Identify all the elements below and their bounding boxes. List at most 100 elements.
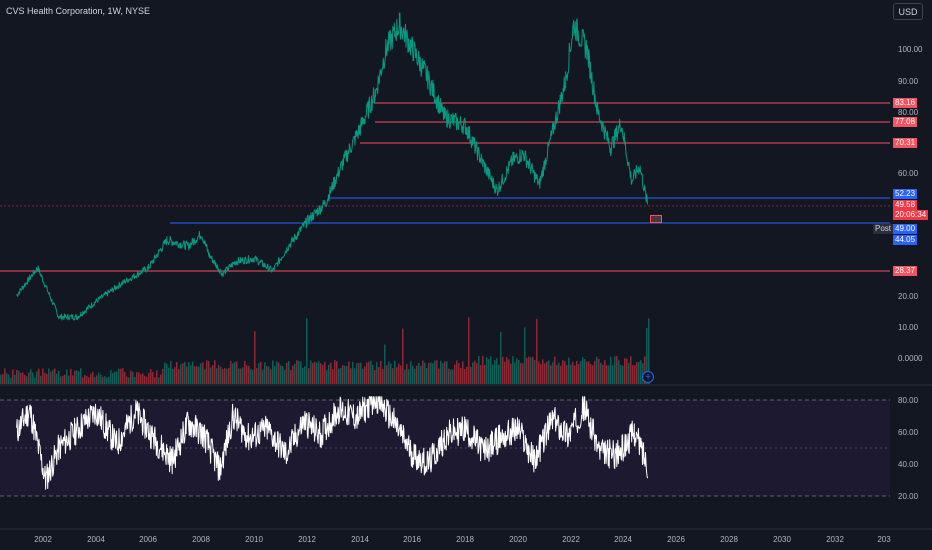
- volume-bar: [586, 361, 588, 384]
- volume-bar: [638, 361, 640, 384]
- volume-bar: [426, 368, 428, 384]
- volume-bar: [366, 362, 368, 384]
- volume-bar: [64, 374, 66, 384]
- time-tick: 2024: [614, 535, 632, 544]
- volume-bar: [368, 361, 370, 384]
- volume-bar: [4, 368, 6, 384]
- volume-bar: [40, 375, 42, 384]
- volume-bar: [30, 369, 32, 384]
- volume-bar: [14, 374, 16, 384]
- volume-bar: [644, 356, 646, 384]
- rsi-tick-20: 20.00: [898, 492, 919, 501]
- volume-bar: [514, 362, 516, 384]
- volume-bar: [618, 360, 620, 384]
- volume-bar: [326, 369, 328, 384]
- volume-bar: [434, 360, 436, 384]
- volume-bar: [560, 365, 562, 384]
- volume-bar: [70, 368, 72, 384]
- volume-bar: [622, 365, 624, 384]
- volume-bar: [466, 366, 468, 384]
- level-tag-70[interactable]: 70.31: [893, 138, 918, 148]
- volume-bar: [120, 368, 122, 384]
- volume-bar: [288, 361, 290, 384]
- volume-bar: [300, 361, 302, 384]
- volume-bar: [68, 375, 70, 384]
- rsi-series-line: [16, 396, 649, 490]
- volume-bar: [88, 377, 90, 384]
- time-tick: 2032: [826, 535, 844, 544]
- volume-bar: [264, 362, 266, 384]
- volume-bar: [372, 364, 374, 384]
- volume-bar: [24, 374, 26, 384]
- volume-bar: [648, 318, 650, 384]
- level-tag-83[interactable]: 83.16: [893, 98, 918, 108]
- volume-bar: [402, 328, 404, 384]
- level-tag-28[interactable]: 28.37: [893, 266, 918, 276]
- volume-bar: [48, 368, 50, 384]
- volume-bar: [562, 359, 564, 384]
- volume-bar: [576, 360, 578, 384]
- time-tick: 2002: [34, 535, 52, 544]
- volume-bar: [212, 365, 214, 384]
- volume-bar: [242, 367, 244, 384]
- level-tag-52[interactable]: 52.23: [893, 189, 918, 199]
- volume-bar: [172, 368, 174, 384]
- volume-bar: [232, 363, 234, 384]
- volume-bar: [150, 369, 152, 384]
- volume-bar: [582, 357, 584, 384]
- volume-bar: [362, 368, 364, 384]
- volume-bar: [408, 369, 410, 384]
- level-tag-44[interactable]: 44.05: [893, 235, 918, 245]
- volume-bar: [482, 356, 484, 384]
- volume-bar: [472, 362, 474, 384]
- volume-bar: [490, 356, 492, 384]
- volume-bar: [600, 362, 602, 384]
- volume-bar: [348, 361, 350, 384]
- volume-bar: [506, 357, 508, 384]
- volume-bar: [360, 362, 362, 384]
- volume-bar: [558, 362, 560, 384]
- volume-bar: [418, 362, 420, 384]
- volume-bar: [52, 369, 54, 384]
- volume-bar: [276, 361, 278, 384]
- volume-bar: [286, 362, 288, 384]
- volume-bar: [450, 369, 452, 384]
- volume-bar: [602, 364, 604, 384]
- volume-bar: [174, 367, 176, 384]
- volume-bar: [504, 361, 506, 384]
- volume-bar: [352, 361, 354, 384]
- volume-bar: [390, 363, 392, 384]
- volume-bar: [646, 327, 648, 384]
- volume-bar: [330, 362, 332, 384]
- volume-bar: [492, 364, 494, 384]
- volume-bar: [400, 365, 402, 384]
- volume-bar: [86, 376, 88, 384]
- add-indicator-plus-icon[interactable]: +: [642, 371, 654, 383]
- volume-bar: [578, 364, 580, 384]
- volume-bar: [92, 371, 94, 384]
- volume-bar: [138, 372, 140, 384]
- volume-bar: [60, 376, 62, 384]
- level-tag-77[interactable]: 77.08: [893, 117, 918, 127]
- price-marker-box[interactable]: [650, 215, 662, 223]
- volume-bar: [546, 361, 548, 384]
- volume-bar: [304, 366, 306, 384]
- volume-bar: [222, 369, 224, 384]
- volume-bar: [522, 363, 524, 384]
- volume-bar: [350, 368, 352, 384]
- currency-selector[interactable]: USD: [893, 3, 923, 20]
- volume-bar: [364, 366, 366, 384]
- volume-bar: [484, 364, 486, 384]
- time-tick: 2028: [720, 535, 738, 544]
- volume-bar: [488, 359, 490, 384]
- volume-bar: [628, 362, 630, 384]
- volume-bar: [198, 366, 200, 384]
- volume-bar: [28, 372, 30, 384]
- volume-bar: [230, 360, 232, 384]
- volume-bar: [12, 369, 14, 384]
- time-tick: 2010: [245, 535, 263, 544]
- volume-bar: [306, 318, 308, 384]
- volume-bar: [384, 344, 386, 384]
- volume-bar: [50, 371, 52, 384]
